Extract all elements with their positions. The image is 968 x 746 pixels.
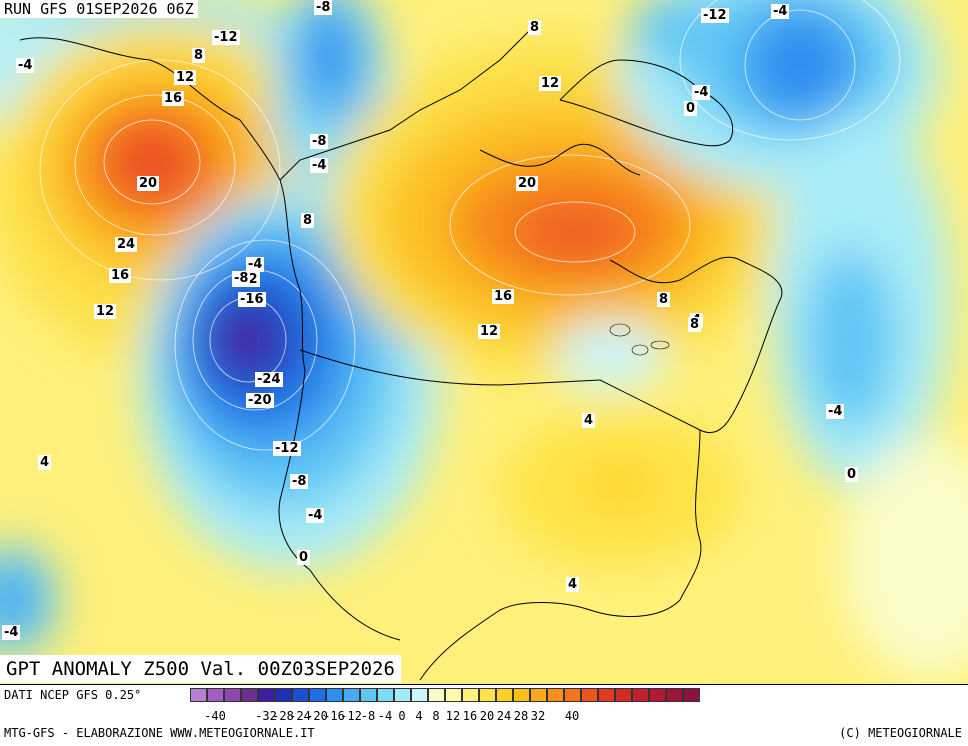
colorbar-tick-label: -28 [272, 709, 294, 723]
colorbar-swatch [275, 688, 292, 702]
colorbar-swatch [649, 688, 666, 702]
contour-label: -16 [238, 292, 266, 307]
contour-label: 8 [301, 213, 315, 228]
colorbar-swatch [564, 688, 581, 702]
colorbar-swatch [683, 688, 700, 702]
colorbar-swatch [428, 688, 445, 702]
contour-label: -4 [306, 508, 325, 523]
colorbar-swatch [496, 688, 513, 702]
colorbar-tick-label: 40 [564, 709, 580, 723]
data-source: DATI NCEP GFS 0.25° [4, 688, 142, 702]
contour-label: 8 [192, 48, 206, 63]
colorbar-tick-label: 28 [513, 709, 529, 723]
lakes [609, 323, 670, 356]
anomaly-map [0, 0, 968, 684]
colorbar-swatch [615, 688, 632, 702]
contour-label: 4 [566, 577, 580, 592]
contour-label: 0 [845, 467, 859, 482]
colorbar-tick-label: -32 [255, 709, 277, 723]
contour-label: 16 [109, 268, 132, 283]
contour-label: -8 [314, 0, 333, 15]
colorbar-tick-label: 0 [398, 709, 406, 723]
colorbar-tick-label: 20 [479, 709, 495, 723]
colorbar-swatch [462, 688, 479, 702]
colorbar-swatch [207, 688, 224, 702]
colorbar-tick-label: -8 [360, 709, 376, 723]
colorbar-tick-label: -40 [204, 709, 226, 723]
colorbar-swatch [513, 688, 530, 702]
contour-label: -24 [255, 372, 283, 387]
contour-label: 8 [528, 20, 542, 35]
colorbar-tick-label: -24 [289, 709, 311, 723]
colorbar-swatch [581, 688, 598, 702]
contour-label: -4 [246, 257, 265, 272]
colorbar-swatch [598, 688, 615, 702]
contour-label: -4 [692, 85, 711, 100]
coastlines [19, 19, 783, 681]
contour-label: 20 [137, 176, 160, 191]
colorbar-swatch [343, 688, 360, 702]
contour-label: -8 [290, 474, 309, 489]
colorbar-swatch [445, 688, 462, 702]
contour-label: -4 [2, 625, 21, 640]
run-info: RUN GFS 01SEP2026 06Z [0, 0, 198, 18]
contour-label: 12 [478, 324, 501, 339]
contour-label: -4 [16, 58, 35, 73]
contour-label: 4 [38, 455, 52, 470]
colorbar-swatch [241, 688, 258, 702]
colorbar-tick-label: 16 [462, 709, 478, 723]
contour-label: 16 [162, 91, 185, 106]
credit-text: MTG-GFS - ELABORAZIONE WWW.METEOGIORNALE… [4, 726, 315, 740]
copyright-text: (C) METEOGIORNALE [839, 726, 962, 740]
contour-label: -8 [310, 134, 329, 149]
colorbar-swatch [190, 688, 207, 702]
colorbar-swatch [547, 688, 564, 702]
colorbar-swatch [377, 688, 394, 702]
colorbar-tick-label: -12 [340, 709, 362, 723]
contour-label: -4 [826, 404, 845, 419]
colorbar-swatch [309, 688, 326, 702]
contour-label: -12 [273, 441, 301, 456]
contour-label: 4 [582, 413, 596, 428]
contour-label: -12 [212, 30, 240, 45]
contour-label: 12 [539, 76, 562, 91]
contour-label: 12 [94, 304, 117, 319]
contour-label: 20 [516, 176, 539, 191]
colorbar-swatch [632, 688, 649, 702]
colorbar-swatch [326, 688, 343, 702]
contour-label: 8 [688, 317, 702, 332]
colorbar-swatch [258, 688, 275, 702]
legend-footer: DATI NCEP GFS 0.25° -40 -32 -28 -24 -20 -16 -1… [0, 684, 968, 746]
colorbar-swatch [224, 688, 241, 702]
contour-label: 0 [684, 101, 698, 116]
colorbar-swatch [411, 688, 428, 702]
contour-label: 24 [115, 237, 138, 252]
map-title: GPT ANOMALY Z500 Val. 00Z03SEP2026 [0, 655, 401, 683]
colorbar-tick-label: -16 [323, 709, 345, 723]
contour-label: -12 [701, 8, 729, 23]
contour-label: -20 [246, 393, 274, 408]
contour-label: 12 [174, 70, 197, 85]
colorbar-swatch [479, 688, 496, 702]
colorbar-tick-label: 32 [530, 709, 546, 723]
colorbar-swatch [292, 688, 309, 702]
colorbar-tick-label: 4 [415, 709, 423, 723]
contour-label: 0 [297, 550, 311, 565]
colorbar-tick-label: 12 [445, 709, 461, 723]
colorbar-swatch [666, 688, 683, 702]
contour-label: -4 [771, 4, 790, 19]
colorbar-tick-label: 24 [496, 709, 512, 723]
colorbar-tick-label: -20 [306, 709, 328, 723]
anomaly-fields [0, 0, 968, 680]
contour-label: 16 [492, 289, 515, 304]
contour-label: -8 [232, 271, 251, 286]
colorbar-swatch [394, 688, 411, 702]
colorbar-swatch [360, 688, 377, 702]
colorbar-tick-label: -4 [377, 709, 393, 723]
colorbar-swatch [530, 688, 547, 702]
contour-label: 8 [657, 292, 671, 307]
colorbar-tick-label: 8 [432, 709, 440, 723]
contour-label: -4 [310, 158, 329, 173]
